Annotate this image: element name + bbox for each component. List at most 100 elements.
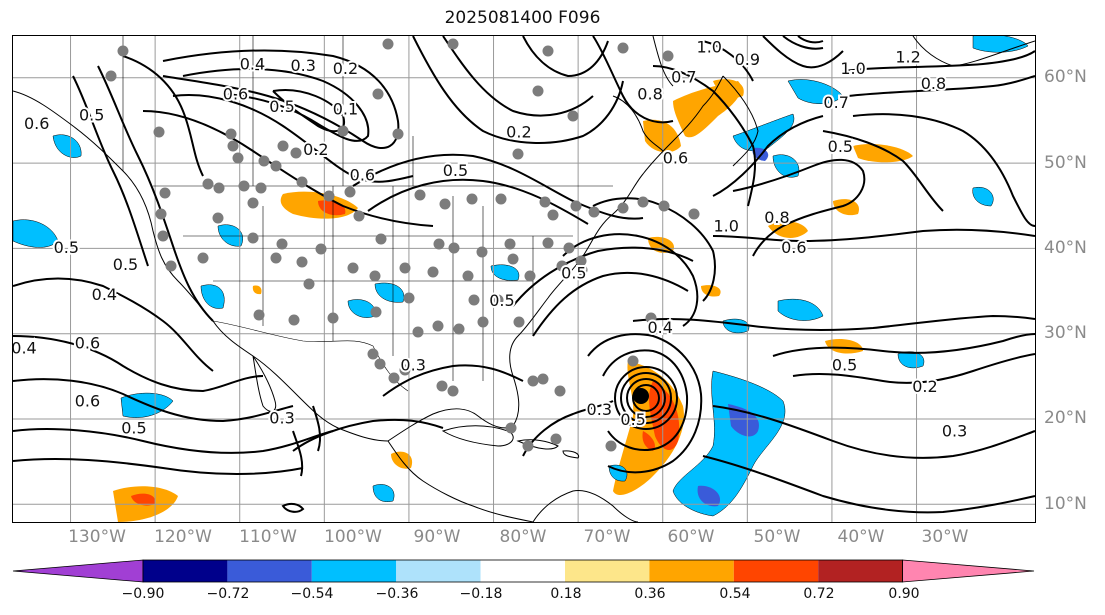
station-dot bbox=[197, 252, 209, 264]
station-dot bbox=[637, 196, 649, 208]
station-dot bbox=[505, 422, 517, 434]
station-dot bbox=[605, 440, 617, 452]
station-dot bbox=[507, 253, 519, 265]
field-shading bbox=[13, 36, 1029, 522]
station-dot bbox=[165, 260, 177, 272]
station-dot bbox=[303, 278, 315, 290]
station-dot bbox=[575, 255, 587, 267]
station-dot bbox=[253, 309, 265, 321]
lon-label-60w: 60°W bbox=[667, 527, 715, 547]
station-dot bbox=[392, 128, 404, 140]
contour-label: 0.6 bbox=[24, 114, 49, 133]
station-dot bbox=[347, 262, 359, 274]
contour-label: 1.0 bbox=[713, 217, 738, 236]
colorbar-tick: −0.54 bbox=[290, 586, 334, 602]
station-dot bbox=[277, 140, 289, 152]
contour-label: 0.6 bbox=[75, 333, 100, 352]
station-dot bbox=[105, 70, 117, 82]
station-dot bbox=[550, 433, 562, 445]
contour-label: 0.3 bbox=[587, 400, 612, 419]
contour-label: 0.6 bbox=[781, 238, 806, 257]
contour-label: 0.8 bbox=[637, 84, 662, 103]
lon-label-70w: 70°W bbox=[583, 527, 631, 547]
station-dot bbox=[258, 155, 270, 167]
station-dot bbox=[570, 200, 582, 212]
station-dot bbox=[662, 50, 674, 62]
station-dot bbox=[117, 45, 129, 57]
station-dot bbox=[323, 190, 335, 202]
station-dot bbox=[375, 233, 387, 245]
station-dot bbox=[344, 186, 356, 198]
station-dot bbox=[537, 373, 549, 385]
station-dot bbox=[645, 312, 657, 324]
station-dot bbox=[524, 270, 536, 282]
station-dot bbox=[388, 372, 400, 384]
station-dot bbox=[247, 232, 259, 244]
contour-label: 0.5 bbox=[79, 106, 104, 125]
contour-label: 0.5 bbox=[620, 410, 645, 429]
station-dot bbox=[522, 440, 534, 452]
station-dot bbox=[433, 238, 445, 250]
station-dot bbox=[432, 320, 444, 332]
colorbar-tick: −0.36 bbox=[375, 586, 419, 602]
contour-label: 0.9 bbox=[735, 50, 760, 69]
station-dot bbox=[247, 197, 259, 209]
contour-label: 0.3 bbox=[400, 356, 425, 375]
station-dot bbox=[155, 208, 167, 220]
station-dot bbox=[554, 385, 566, 397]
lat-label-10n: 10°N bbox=[1044, 494, 1087, 514]
colorbar-extend-low bbox=[12, 559, 144, 583]
contour-label: 0.5 bbox=[561, 263, 586, 282]
station-dot bbox=[227, 140, 239, 152]
lat-label-20n: 20°N bbox=[1044, 408, 1087, 428]
colorbar-tick: 0.36 bbox=[634, 586, 666, 602]
station-dot bbox=[232, 152, 244, 164]
station-dot bbox=[542, 45, 554, 57]
colorbar-segment bbox=[143, 560, 228, 582]
station-dot bbox=[439, 198, 451, 210]
contour-label: 0.1 bbox=[333, 100, 358, 119]
contour-label: 0.2 bbox=[506, 123, 531, 142]
station-dot bbox=[532, 85, 544, 97]
hurricane-negative-band bbox=[672, 370, 786, 517]
station-dot bbox=[296, 256, 308, 268]
colorbar-tick: 0.18 bbox=[550, 586, 582, 602]
station-dot bbox=[563, 242, 575, 254]
contour-label: 0.6 bbox=[223, 84, 248, 103]
contour-label: 0.4 bbox=[240, 55, 265, 74]
station-dot bbox=[462, 270, 474, 282]
hurricane-negative-core-2 bbox=[697, 485, 721, 507]
lon-label-30w: 30°W bbox=[921, 527, 969, 547]
colorbar-segment bbox=[649, 560, 734, 582]
contour-label: 0.7 bbox=[671, 67, 696, 86]
lat-label-60n: 60°N bbox=[1044, 67, 1087, 87]
contour-label: 0.6 bbox=[663, 148, 688, 167]
station-dot bbox=[617, 202, 629, 214]
station-dot bbox=[476, 246, 488, 258]
contour-lines bbox=[13, 36, 1035, 514]
contour-label: 0.3 bbox=[290, 56, 315, 75]
contour-label: 1.2 bbox=[895, 48, 920, 67]
contour-label: 0.2 bbox=[912, 377, 937, 396]
contour-label: 0.5 bbox=[113, 255, 138, 274]
contour-label: 0.7 bbox=[823, 93, 848, 112]
colorbar-segment bbox=[733, 560, 819, 582]
contour-label: 0.4 bbox=[13, 339, 37, 358]
station-dot bbox=[288, 314, 300, 326]
station-dot bbox=[477, 316, 489, 328]
contour-label: 0.8 bbox=[764, 208, 789, 227]
station-dot bbox=[374, 358, 386, 370]
colorbar bbox=[12, 559, 1035, 583]
station-dot bbox=[468, 294, 480, 306]
contour-label: 0.4 bbox=[92, 285, 117, 304]
station-dot bbox=[159, 187, 171, 199]
colorbar-tick: −0.18 bbox=[459, 586, 503, 602]
station-dot bbox=[453, 323, 465, 335]
station-dot bbox=[504, 238, 516, 250]
lon-label-120w: 120°W bbox=[154, 527, 212, 547]
colorbar-extend-high bbox=[902, 559, 1035, 583]
station-dot bbox=[399, 364, 411, 376]
station-dot bbox=[427, 266, 439, 278]
contour-label: 0.5 bbox=[828, 137, 853, 156]
station-dot bbox=[290, 147, 302, 159]
